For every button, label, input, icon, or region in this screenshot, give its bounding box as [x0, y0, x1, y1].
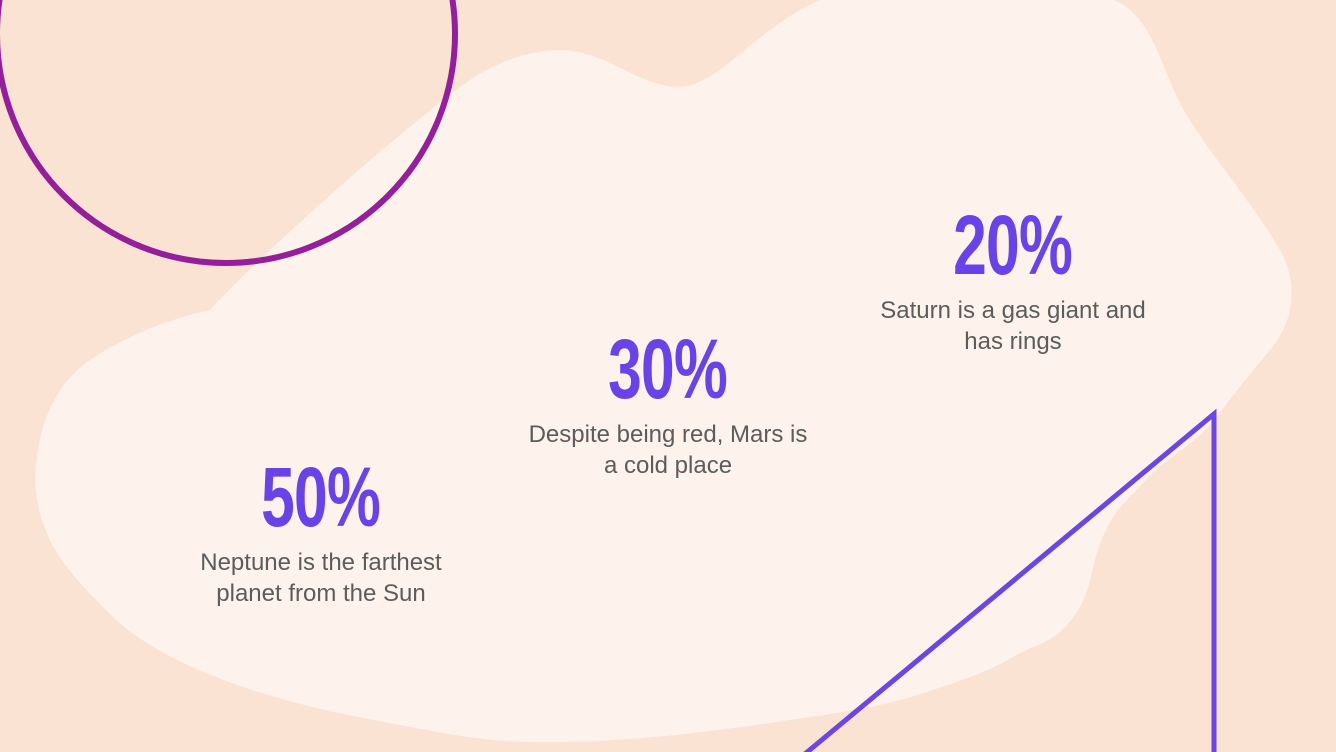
background-blob: [35, 0, 1292, 743]
stat-value-saturn: 20%: [953, 198, 1074, 292]
stat-description-saturn: Saturn is a gas giant and has rings: [803, 295, 1223, 357]
stat-description-line: has rings: [964, 328, 1062, 355]
stat-block-mars: 30% Despite being red, Mars is a cold pl…: [458, 322, 878, 481]
stat-block-saturn: 20% Saturn is a gas giant and has rings: [803, 198, 1223, 357]
stat-description-line: a cold place: [603, 452, 733, 479]
stat-description-neptune: Neptune is the farthest planet from the …: [111, 547, 531, 609]
stat-description-line: Neptune is the farthest: [200, 549, 442, 576]
stat-value-mars: 30%: [608, 322, 729, 416]
stat-description-line: planet from the Sun: [216, 580, 426, 607]
stat-description-line: Despite being red, Mars is: [528, 421, 808, 448]
stat-block-neptune: 50% Neptune is the farthest planet from …: [111, 450, 531, 609]
circle-outline-decoration: [0, 0, 458, 266]
stat-description-line: Saturn is a gas giant and: [880, 297, 1146, 324]
stat-description-mars: Despite being red, Mars is a cold place: [458, 419, 878, 481]
triangle-outline-decoration: [803, 408, 1217, 752]
stat-value-neptune: 50%: [261, 450, 382, 544]
